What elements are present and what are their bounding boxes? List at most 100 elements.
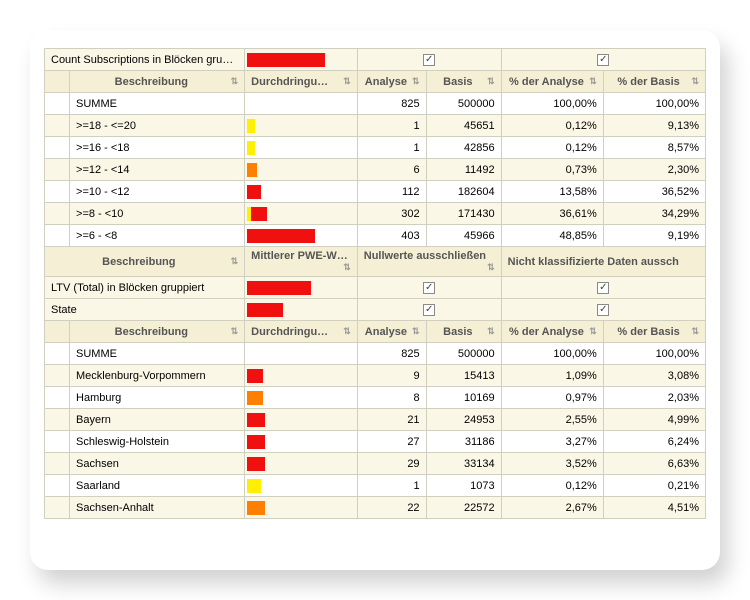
col-pct-analyse[interactable]: % der Analyse⇅ (501, 71, 603, 93)
basis-cell: 11492 (426, 159, 501, 181)
bar-cell (245, 409, 358, 431)
basis-cell: 42856 (426, 137, 501, 159)
pct-basis-cell: 34,29% (603, 203, 705, 225)
col-analyse[interactable]: Analyse⇅ (357, 71, 426, 93)
desc-cell: >=10 - <12 (70, 181, 245, 203)
col-nichtklass[interactable]: Nicht klassifizierte Daten aussch (501, 247, 705, 277)
table-row[interactable]: Schleswig-Holstein27311863,27%6,24% (45, 431, 706, 453)
pct-basis-cell: 4,51% (603, 497, 705, 519)
table-row[interactable]: SUMME825500000100,00%100,00% (45, 343, 706, 365)
col-mittlerer[interactable]: Mittlerer PWE-W…⇅ (245, 247, 358, 277)
pct-analyse-cell: 36,61% (501, 203, 603, 225)
col-basis[interactable]: Basis⇅ (426, 71, 501, 93)
analyse-cell: 825 (357, 93, 426, 115)
desc-cell: >=12 - <14 (70, 159, 245, 181)
bar-cell (245, 203, 358, 225)
checkbox[interactable]: ✓ (597, 282, 609, 294)
pct-analyse-cell: 0,12% (501, 137, 603, 159)
col-pct-analyse[interactable]: % der Analyse⇅ (501, 321, 603, 343)
analyse-cell: 1 (357, 475, 426, 497)
sort-icon[interactable]: ⇅ (589, 326, 597, 337)
pct-analyse-cell: 100,00% (501, 93, 603, 115)
sort-icon[interactable]: ⇅ (691, 326, 699, 337)
table-row[interactable]: >=10 - <1211218260413,58%36,52% (45, 181, 706, 203)
col-pct-basis[interactable]: % der Basis⇅ (603, 71, 705, 93)
desc-cell: Sachsen-Anhalt (70, 497, 245, 519)
table-row[interactable]: Mecklenburg-Vorpommern9154131,09%3,08% (45, 365, 706, 387)
sort-icon[interactable]: ⇅ (589, 76, 597, 87)
col-beschreibung[interactable]: Beschreibung⇅ (70, 321, 245, 343)
sort-icon[interactable]: ⇅ (412, 326, 420, 337)
penetration-bar (247, 119, 355, 133)
penetration-bar (247, 435, 355, 449)
table-row[interactable]: Saarland110730,12%0,21% (45, 475, 706, 497)
bar-cell (245, 93, 358, 115)
sort-icon[interactable]: ⇅ (343, 76, 351, 87)
checkbox[interactable]: ✓ (423, 282, 435, 294)
indent-cell (45, 203, 70, 225)
basis-cell: 45966 (426, 225, 501, 247)
table-row[interactable]: SUMME825500000100,00%100,00% (45, 93, 706, 115)
basis-cell: 31186 (426, 431, 501, 453)
table-row[interactable]: Bayern21249532,55%4,99% (45, 409, 706, 431)
col-basis[interactable]: Basis⇅ (426, 321, 501, 343)
basis-cell: 1073 (426, 475, 501, 497)
checkbox[interactable]: ✓ (423, 54, 435, 66)
table-row[interactable]: >=8 - <1030217143036,61%34,29% (45, 203, 706, 225)
col-beschreibung[interactable]: Beschreibung⇅ (70, 71, 245, 93)
pct-basis-cell: 4,99% (603, 409, 705, 431)
sort-icon[interactable]: ⇅ (231, 256, 239, 267)
bar-cell (245, 453, 358, 475)
penetration-bar (247, 391, 355, 405)
sort-icon[interactable]: ⇅ (231, 76, 239, 87)
table-row[interactable]: >=12 - <146114920,73%2,30% (45, 159, 706, 181)
table-row[interactable]: Sachsen-Anhalt22225722,67%4,51% (45, 497, 706, 519)
checkbox-cell: ✓ (501, 49, 705, 71)
config-label: LTV (Total) in Blöcken gruppiert (45, 277, 245, 299)
sort-icon[interactable]: ⇅ (487, 262, 495, 273)
checkbox[interactable]: ✓ (597, 304, 609, 316)
sort-icon[interactable]: ⇅ (487, 326, 495, 337)
penetration-bar (247, 207, 355, 221)
checkbox[interactable]: ✓ (423, 304, 435, 316)
sort-icon[interactable]: ⇅ (412, 76, 420, 87)
indent-cell (45, 365, 70, 387)
indent-cell (45, 497, 70, 519)
col-analyse[interactable]: Analyse⇅ (357, 321, 426, 343)
penetration-bar (247, 303, 355, 317)
sort-icon[interactable]: ⇅ (231, 326, 239, 337)
table-row[interactable]: Sachsen29331343,52%6,63% (45, 453, 706, 475)
penetration-bar (247, 97, 355, 111)
checkbox[interactable]: ✓ (597, 54, 609, 66)
analyse-cell: 27 (357, 431, 426, 453)
sort-icon[interactable]: ⇅ (487, 76, 495, 87)
sort-icon[interactable]: ⇅ (691, 76, 699, 87)
col-beschreibung[interactable]: Beschreibung⇅ (45, 247, 245, 277)
analyse-cell: 29 (357, 453, 426, 475)
table-row[interactable]: >=18 - <=201456510,12%9,13% (45, 115, 706, 137)
pct-analyse-cell: 0,97% (501, 387, 603, 409)
bar-cell (245, 497, 358, 519)
penetration-bar (247, 229, 355, 243)
desc-cell: Schleswig-Holstein (70, 431, 245, 453)
basis-cell: 500000 (426, 343, 501, 365)
table-row[interactable]: >=6 - <84034596648,85%9,19% (45, 225, 706, 247)
analyse-cell: 825 (357, 343, 426, 365)
desc-cell: >=6 - <8 (70, 225, 245, 247)
basis-cell: 33134 (426, 453, 501, 475)
sort-icon[interactable]: ⇅ (343, 326, 351, 337)
pct-analyse-cell: 0,12% (501, 475, 603, 497)
col-nullwerte[interactable]: Nullwerte ausschließen⇅ (357, 247, 501, 277)
report-card: Count Subscriptions in Blöcken gruppi…✓✓… (30, 30, 720, 570)
analyse-cell: 8 (357, 387, 426, 409)
penetration-bar (247, 457, 355, 471)
col-pct-basis[interactable]: % der Basis⇅ (603, 321, 705, 343)
table-row[interactable]: Hamburg8101690,97%2,03% (45, 387, 706, 409)
pct-analyse-cell: 3,27% (501, 431, 603, 453)
sort-icon[interactable]: ⇅ (343, 262, 351, 273)
table-row[interactable]: >=16 - <181428560,12%8,57% (45, 137, 706, 159)
col-durchdringung[interactable]: Durchdringu…⇅ (245, 71, 358, 93)
penetration-bar (247, 281, 355, 295)
analyse-cell: 302 (357, 203, 426, 225)
col-durchdringung[interactable]: Durchdringu…⇅ (245, 321, 358, 343)
